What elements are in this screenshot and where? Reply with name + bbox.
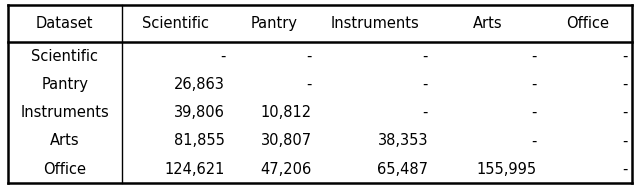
Text: -: - — [307, 49, 312, 64]
Text: 30,807: 30,807 — [261, 133, 312, 148]
Text: 38,353: 38,353 — [378, 133, 428, 148]
Text: -: - — [531, 133, 537, 148]
Text: Scientific: Scientific — [143, 16, 209, 31]
Text: -: - — [422, 105, 428, 120]
Text: -: - — [622, 49, 627, 64]
Text: Instruments: Instruments — [331, 16, 419, 31]
Text: 10,812: 10,812 — [261, 105, 312, 120]
Text: Pantry: Pantry — [41, 77, 88, 92]
Text: 124,621: 124,621 — [165, 162, 225, 177]
Text: Office: Office — [566, 16, 609, 31]
Text: -: - — [622, 133, 627, 148]
Text: 39,806: 39,806 — [174, 105, 225, 120]
Text: -: - — [307, 77, 312, 92]
Text: -: - — [622, 77, 627, 92]
Text: -: - — [220, 49, 225, 64]
Text: -: - — [422, 49, 428, 64]
Text: Arts: Arts — [473, 16, 502, 31]
Text: Dataset: Dataset — [36, 16, 93, 31]
Text: Office: Office — [43, 162, 86, 177]
Text: 81,855: 81,855 — [174, 133, 225, 148]
Text: 155,995: 155,995 — [477, 162, 537, 177]
Text: -: - — [531, 77, 537, 92]
Text: 65,487: 65,487 — [377, 162, 428, 177]
Text: -: - — [622, 162, 627, 177]
Text: Pantry: Pantry — [250, 16, 297, 31]
Text: 47,206: 47,206 — [260, 162, 312, 177]
Text: 26,863: 26,863 — [174, 77, 225, 92]
Text: -: - — [422, 77, 428, 92]
Text: -: - — [531, 49, 537, 64]
Text: -: - — [622, 105, 627, 120]
Text: Arts: Arts — [50, 133, 79, 148]
Text: -: - — [531, 105, 537, 120]
Text: Scientific: Scientific — [31, 49, 98, 64]
Text: Instruments: Instruments — [20, 105, 109, 120]
